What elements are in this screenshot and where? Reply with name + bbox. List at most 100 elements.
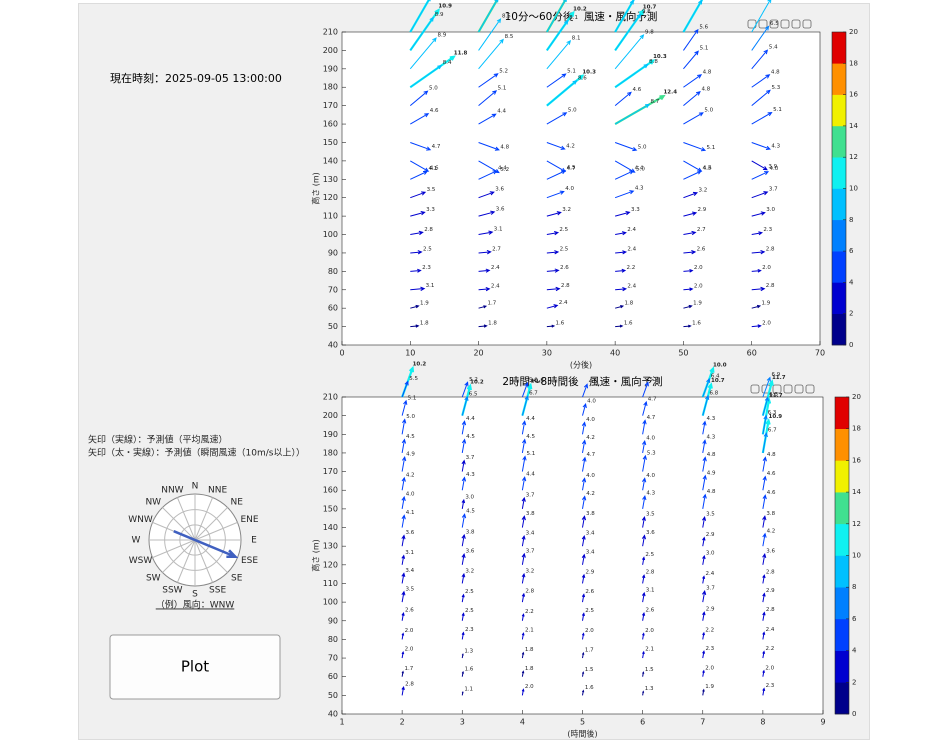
gust-label: 10.3 [653,54,667,60]
y-tick-label: 210 [323,393,338,402]
value-label: 3.3 [631,207,640,213]
value-label: 6.9 [771,372,780,378]
colorbar-tick-label: 12 [852,520,861,528]
value-label: 4.8 [500,144,509,150]
colorbar-tick-label: 4 [849,278,854,286]
value-label: 5.4 [769,45,778,51]
y-tick-label: 70 [328,654,338,663]
value-label: 5.1 [498,85,507,91]
wind-arrow [762,396,770,416]
y-tick-label: 80 [328,635,338,644]
gust-label: 10.7 [711,378,725,384]
value-label: 5.1 [700,46,709,52]
wind-arrow [762,432,768,454]
compass-label: NE [231,497,244,507]
value-label: 2.8 [646,570,655,576]
wind-arrow [683,142,707,152]
value-label: 3.1 [426,283,435,289]
wind-arrow [401,670,404,677]
value-label: 8.8 [649,59,658,65]
current-time: 現在時刻：2025-09-05 13:00:00 [110,71,282,85]
wind-arrow [521,455,527,472]
value-label: 3.1 [646,587,655,593]
value-label: 4.4 [526,472,535,478]
wind-arrow [702,377,711,398]
wind-arrow [546,73,567,88]
value-label: 5.0 [406,414,415,420]
wind-arrow [401,651,405,659]
toolbar-icon[interactable] [805,384,815,394]
value-label: 2.0 [645,628,654,634]
wind-arrow [702,575,706,584]
value-label: 1.7 [405,666,414,672]
value-label: 4.6 [767,471,776,477]
colorbar-tick-label: 14 [852,488,861,496]
wind-arrow [682,0,703,33]
chart-title: 2時間～8時間後 風速・風向予測 [502,375,662,388]
wind-arrow [751,191,769,199]
value-label: 6.7 [529,391,538,397]
plot-button-label[interactable]: Plot [181,658,209,676]
toolbar-icon[interactable] [769,19,779,29]
wind-arrow [762,456,767,472]
wind-arrow [521,632,525,640]
toolbar-icon[interactable] [802,19,812,29]
value-label: 2.8 [424,227,433,233]
wind-arrow [683,230,697,236]
value-label: 1.8 [525,666,534,672]
wind-arrow [546,142,566,150]
value-label: 4.7 [586,452,595,458]
colorbar-band [835,492,849,525]
wind-arrow [702,439,707,454]
toolbar-icon[interactable] [772,384,782,394]
value-label: 2.0 [694,265,703,271]
y-tick-label: 210 [323,28,338,37]
value-label: 4.3 [635,186,644,192]
toolbar-icon[interactable] [758,19,768,29]
wind-arrow [461,438,467,454]
y-tick-label: 160 [323,486,338,495]
value-label: 4.0 [646,473,655,479]
wind-arrow [409,0,431,33]
plot-button[interactable] [109,634,281,700]
wind-arrow [751,74,771,88]
toolbar-icon[interactable] [780,19,790,29]
value-label: 4.6 [703,166,712,172]
wind-arrow [702,474,707,491]
wind-arrow [762,611,766,621]
gust-label: 10.2 [470,380,484,386]
toolbar-icon[interactable] [791,19,801,29]
value-label: 4.2 [586,435,595,441]
wind-arrow [762,494,767,509]
gust-label: 10.2 [413,362,427,368]
wind-arrow [762,414,768,435]
gust-arrow [409,0,431,33]
wind-arrow [401,685,405,696]
value-label: 4.3 [466,472,475,478]
compass-label: ESE [241,556,258,566]
toolbar-icon[interactable] [783,384,793,394]
wind-arrow [478,230,494,236]
value-label: 1.5 [585,667,594,673]
value-label: 3.8 [586,511,595,517]
wind-arrow [762,592,766,603]
value-label: 3.4 [405,568,414,574]
wind-arrow [478,18,502,51]
value-label: 1.5 [645,667,654,673]
value-label: 1.6 [692,320,701,326]
value-label: 1.3 [464,649,473,655]
value-label: 4.5 [589,379,598,385]
wind-arrow [615,268,627,273]
value-label: 2.5 [423,246,432,252]
value-label: 2.4 [491,265,500,271]
value-label: 2.8 [561,283,570,289]
x-tick-label: 60 [747,349,757,358]
value-label: 1.6 [585,685,594,691]
colorbar-tick-label: 10 [849,185,858,193]
value-label: 3.2 [526,569,535,575]
value-label: 4.0 [586,473,595,479]
gust-label: 10.9 [438,4,452,10]
toolbar-icon[interactable] [750,384,760,394]
toolbar-icon[interactable] [794,384,804,394]
wind-arrow [478,0,499,33]
